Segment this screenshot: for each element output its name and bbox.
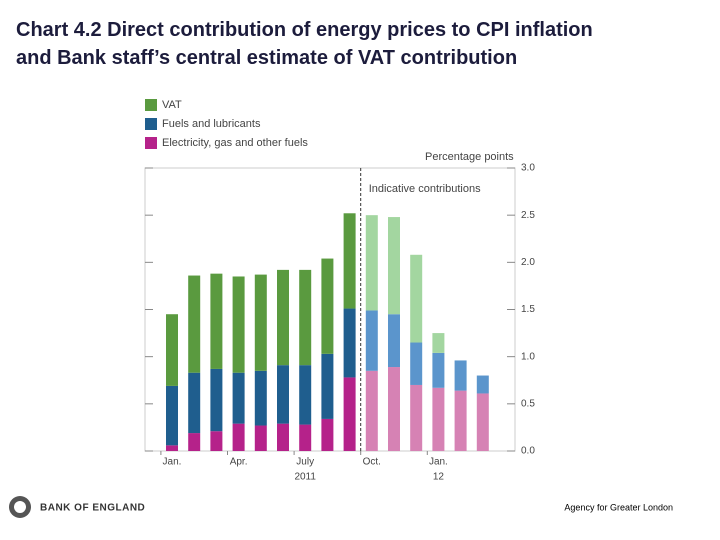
y-tick-label: 1.0	[521, 351, 535, 362]
legend-swatch	[145, 118, 157, 130]
bar-segment	[432, 333, 445, 353]
bar-segment	[232, 423, 245, 451]
bar-segment	[410, 342, 423, 385]
bar-segment	[432, 387, 445, 451]
bar-segment	[188, 275, 201, 373]
bar-segment	[432, 352, 445, 388]
x-tick-label: Jan.	[163, 457, 182, 468]
logo-text: BANK OF ENGLAND	[40, 503, 145, 514]
x-year-label: 12	[433, 472, 445, 483]
title-line: and Bank staff’s central estimate of VAT…	[16, 47, 517, 69]
legend-swatch	[145, 137, 157, 149]
bar-segment	[410, 254, 423, 343]
bar-segment	[254, 425, 267, 451]
x-tick-label: Apr.	[230, 457, 248, 468]
bar-segment	[254, 370, 267, 426]
bar-segment	[321, 258, 334, 354]
bar-segment	[476, 375, 489, 394]
bar-segment	[388, 217, 400, 315]
annotation: Indicative contributions	[369, 183, 481, 195]
bar-segment	[365, 215, 378, 311]
y-tick-label: 0.5	[521, 398, 535, 409]
bar-segment	[410, 384, 423, 451]
bar-segment	[166, 385, 178, 446]
bar-segment	[454, 390, 467, 451]
x-year-label: 2011	[294, 472, 316, 483]
bar-segment	[299, 365, 312, 425]
bar-segment	[210, 431, 223, 451]
x-tick-label: July	[296, 457, 314, 468]
bar-segment	[365, 310, 378, 371]
bar-segment	[321, 353, 334, 419]
bar-segment	[343, 377, 356, 451]
x-tick-label: Oct.	[363, 457, 381, 468]
bar-segment	[299, 269, 312, 366]
bar-segment	[188, 372, 201, 434]
bar-segment	[321, 418, 334, 451]
y-tick-label: 3.0	[521, 163, 535, 174]
bar-segment	[188, 433, 201, 451]
title-line: Chart 4.2 Direct contribution of energy …	[16, 19, 593, 41]
bar-segment	[277, 423, 289, 451]
bar-segment	[166, 445, 178, 451]
bar-segment	[277, 365, 289, 424]
bar-segment	[343, 308, 356, 378]
source: Agency for Greater London	[564, 502, 673, 512]
logo-emblem-inner	[14, 501, 26, 513]
bar-segment	[388, 314, 400, 368]
bar-segment	[166, 314, 178, 386]
bar-segment	[210, 368, 223, 432]
bar-segment	[210, 273, 223, 369]
bar-segment	[454, 360, 467, 391]
legend-swatch	[145, 99, 157, 111]
y-tick-label: 0.0	[521, 446, 535, 457]
legend-label: Electricity, gas and other fuels	[162, 137, 308, 149]
y-axis-label: Percentage points	[425, 151, 514, 163]
y-tick-label: 2.0	[521, 257, 535, 268]
bar-segment	[476, 393, 489, 451]
legend-label: VAT	[162, 99, 182, 111]
bar-segment	[232, 372, 245, 424]
bar-segment	[388, 367, 400, 451]
y-tick-label: 1.5	[521, 304, 535, 315]
bar-segment	[343, 213, 356, 309]
bar-segment	[299, 424, 312, 451]
legend-label: Fuels and lubricants	[162, 118, 261, 130]
bar-segment	[277, 269, 289, 366]
bar-segment	[254, 274, 267, 371]
x-tick-label: Jan.	[429, 457, 448, 468]
bar-segment	[232, 276, 245, 373]
y-tick-label: 2.5	[521, 210, 535, 221]
bar-segment	[365, 370, 378, 451]
